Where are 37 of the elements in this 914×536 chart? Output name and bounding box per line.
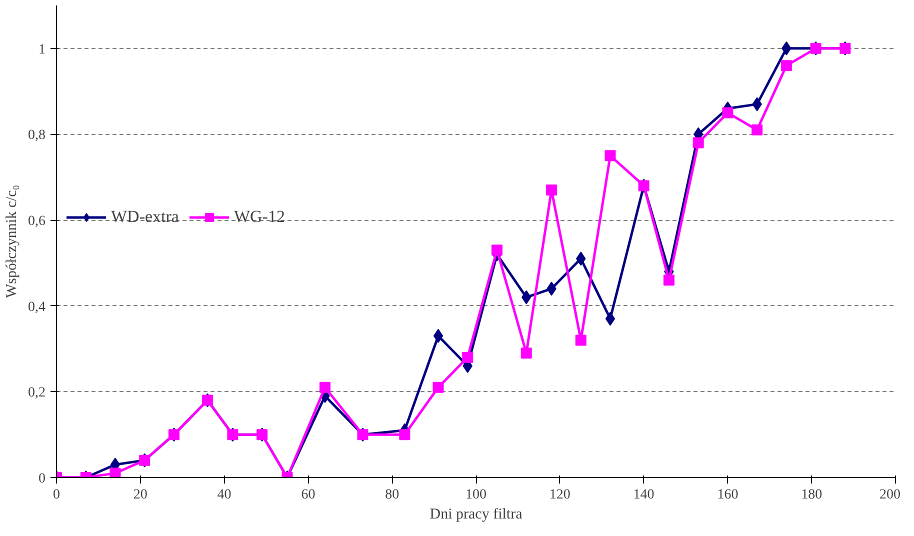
point [319,382,330,393]
point [780,60,792,72]
x-tick-label: 180 [801,488,822,502]
point [546,184,558,196]
point [692,137,704,148]
x-tick-label: 60 [301,488,316,502]
point [752,124,763,136]
x-tick-label: 120 [549,488,570,502]
x-tick-label: 200 [880,488,900,502]
x-tick-label: 40 [217,488,232,502]
x-tick-label: 140 [633,488,654,502]
y-tick-label: 0 [38,472,46,486]
legend-label: WD-extra [111,207,179,227]
y-tick-label: 1 [38,42,46,58]
point [605,312,616,326]
x-tick-label: 0 [53,488,60,502]
y-tick-label: 0,4 [28,300,46,315]
point [604,150,616,162]
point [432,382,444,393]
x-tick-label: 80 [385,488,400,502]
x-tick-label: 100 [466,488,486,502]
y-tick-label: 0,8 [28,128,46,144]
point [722,107,734,118]
legend-label: WG-12 [234,207,285,227]
point [110,468,121,478]
x-tick-label: 20 [133,488,148,502]
point [399,429,410,440]
x-axis-title: Dni pracy filtra [430,506,523,522]
y-tick-label: 0,6 [28,214,46,230]
point [520,348,532,359]
y-tick-label: 0,2 [28,386,46,401]
x-tick-label: 160 [717,488,738,502]
y-axis-title: Współczynnik c/c₀ [4,184,20,298]
point [575,334,586,346]
point [663,274,674,286]
point [462,352,474,363]
point [433,328,444,343]
